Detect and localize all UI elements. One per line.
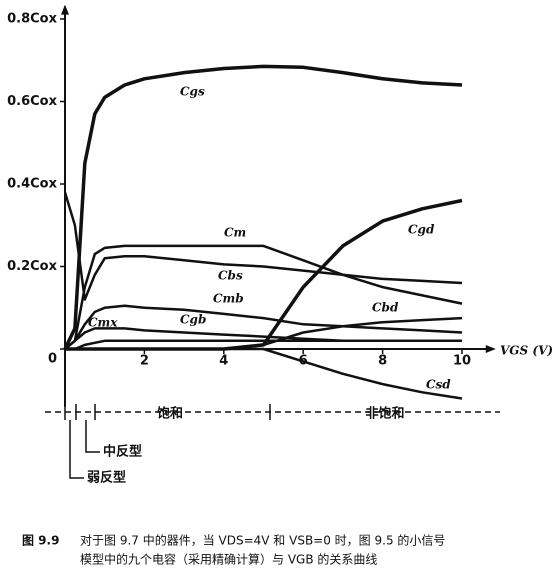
y-tick-label: 0 — [48, 352, 57, 367]
figure-number: 图 9.9 — [22, 534, 59, 548]
curve — [65, 339, 462, 351]
x-tick-label: 8 — [378, 354, 387, 369]
curve-label: Cgs — [180, 85, 205, 99]
curve-label: Cm — [224, 226, 246, 240]
curve — [65, 347, 463, 400]
curve-label: Cgd — [408, 223, 435, 237]
region-label: 饱和 — [156, 406, 183, 422]
curve-label: Cmb — [213, 292, 244, 306]
curve-label: Csd — [426, 378, 451, 392]
x-tick-label: 2 — [140, 354, 149, 369]
curve-label: Cmx — [88, 316, 118, 330]
caption: 模型中的九个电容（采用精确计算）与 VGB 的关系曲线 — [80, 552, 377, 567]
y-tick-label: 0.2Cox — [7, 259, 58, 274]
curve — [64, 304, 463, 350]
x-tick-label: 10 — [453, 354, 471, 369]
curve-label: Cbs — [218, 269, 243, 283]
caption: 对于图 9.7 中的器件，当 VDS=4V 和 VSB=0 时，图 9.5 的小… — [80, 533, 445, 548]
curve — [65, 316, 463, 351]
y-tick-label: 0.8Cox — [7, 12, 58, 27]
curve — [63, 191, 463, 301]
x-tick-label: 4 — [219, 354, 228, 369]
region-label: 非饱和 — [365, 406, 404, 422]
arrow — [485, 345, 496, 353]
y-tick-label: 0.6Cox — [7, 94, 58, 109]
region-label: 弱反型 — [87, 470, 126, 486]
region-label: 中反型 — [103, 444, 142, 460]
y-tick-label: 0.4Cox — [7, 177, 58, 192]
curve — [65, 198, 463, 351]
leader — [69, 420, 84, 479]
curve — [63, 64, 463, 350]
x-axis-label: VGS (V) — [500, 344, 553, 358]
curve-label: Cbd — [372, 301, 399, 315]
arrow — [61, 4, 69, 15]
leader — [85, 420, 100, 453]
curve-label: Cgb — [180, 313, 206, 327]
curve — [64, 244, 463, 350]
